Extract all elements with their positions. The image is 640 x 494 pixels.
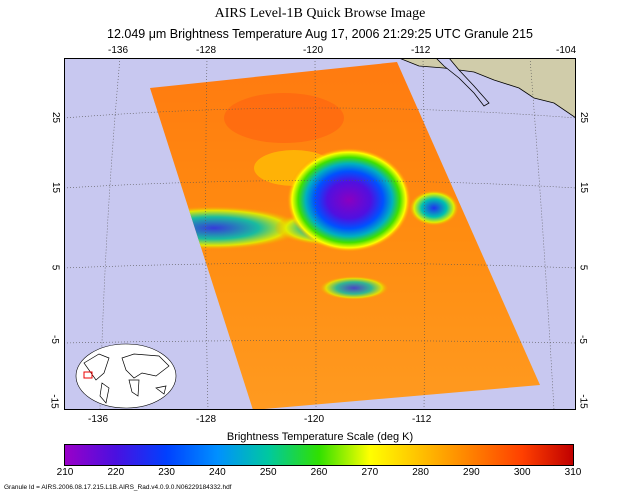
colorbar-label: 210 bbox=[56, 467, 74, 478]
top-lon-tick: -112 bbox=[411, 45, 431, 56]
bottom-lon-tick: -136 bbox=[88, 414, 109, 425]
mexico-land bbox=[398, 58, 576, 119]
subtitle: 12.049 μm Brightness Temperature Aug 17,… bbox=[107, 27, 533, 41]
right-lat-tick: 5 bbox=[577, 264, 589, 271]
left-lat-tick: 15 bbox=[50, 181, 62, 194]
left-lat-tick: -5 bbox=[48, 335, 60, 344]
colorbar-title: Brightness Temperature Scale (deg K) bbox=[226, 431, 414, 443]
left-lat-tick: -15 bbox=[48, 394, 60, 409]
map-frame bbox=[64, 58, 576, 410]
right-lat-tick: -5 bbox=[576, 335, 588, 344]
satellite-map bbox=[64, 58, 576, 410]
right-lat-tick: 15 bbox=[578, 181, 590, 194]
page-title: AIRS Level-1B Quick Browse Image bbox=[214, 6, 426, 21]
colorbar-label: 260 bbox=[310, 467, 328, 478]
top-lon-tick: -104 bbox=[556, 45, 577, 56]
top-lon-tick: -120 bbox=[303, 45, 324, 56]
granule-id: Granule Id = AIRS.2006.08.17.215.L1B.AIR… bbox=[4, 484, 232, 491]
colorbar-label: 240 bbox=[209, 467, 226, 478]
gulf-of-california bbox=[435, 58, 490, 107]
bottom-lon-tick: -120 bbox=[304, 414, 325, 425]
colorbar-label: 300 bbox=[513, 467, 531, 478]
bottom-lon-tick: -128 bbox=[196, 414, 217, 425]
colorbar-label: 270 bbox=[361, 467, 379, 478]
top-lon-tick: -128 bbox=[196, 45, 217, 56]
world-inset-map bbox=[75, 343, 177, 409]
colorbar-label: 230 bbox=[158, 467, 175, 478]
right-lat-tick: -15 bbox=[577, 394, 589, 409]
right-lat-tick: 25 bbox=[578, 111, 590, 124]
left-lat-tick: 25 bbox=[50, 111, 62, 124]
colorbar-label: 220 bbox=[107, 467, 125, 478]
colorbar-label: 310 bbox=[564, 467, 582, 478]
left-lat-tick: 5 bbox=[49, 264, 61, 271]
colorbar bbox=[64, 444, 574, 466]
colorbar-label: 280 bbox=[412, 467, 429, 478]
top-lon-tick: -136 bbox=[108, 45, 129, 56]
bottom-lon-tick: -112 bbox=[412, 414, 432, 425]
colorbar-label: 290 bbox=[463, 467, 480, 478]
colorbar-label: 250 bbox=[259, 467, 277, 478]
